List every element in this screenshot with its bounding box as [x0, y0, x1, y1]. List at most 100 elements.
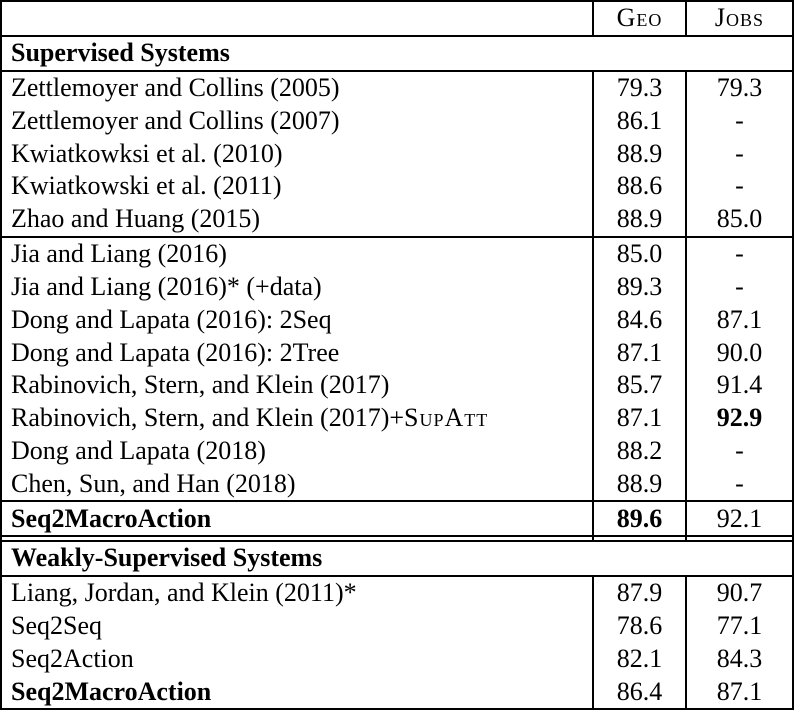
table-group: Zettlemoyer and Collins (2005) 79.3 79.3… — [2, 71, 792, 238]
section-header-weakly-supervised: Weakly-Supervised Systems — [2, 542, 792, 577]
table-group: Jia and Liang (2016) 85.0 - Jia and Lian… — [2, 237, 792, 503]
table-row: Kwiatkowski et al. (2011) 88.6 - — [2, 170, 792, 203]
table-row: Seq2Action 82.1 84.3 — [2, 642, 792, 676]
table-row: Rabinovich, Stern, and Klein (2017)+ SupA… — [2, 401, 792, 435]
system-name-cell: Seq2Seq — [2, 610, 592, 643]
section-header-supervised: Supervised Systems — [2, 37, 792, 72]
jobs-value-cell: - — [685, 434, 792, 468]
divider-segment — [685, 536, 792, 540]
system-name: Seq2Seq — [11, 610, 102, 640]
jobs-value-cell: 92.1 — [685, 502, 792, 535]
system-name: Jia and Liang (2016)* (+data) — [11, 271, 322, 301]
system-name-smallcaps-suffix: SupAtt — [404, 403, 489, 433]
table-row: Chen, Sun, and Han (2018) 88.9 - — [2, 467, 792, 501]
geo-value-cell: 89.3 — [592, 270, 685, 304]
system-name-cell: Dong and Lapata (2016): 2Seq — [2, 303, 592, 336]
geo-value-cell: 88.9 — [592, 467, 685, 501]
table-group: Liang, Jordan, and Klein (2011)* 87.9 90… — [2, 576, 792, 709]
system-name: Kwiatkowksi et al. (2010) — [11, 138, 283, 168]
jobs-value-cell: 90.0 — [685, 336, 792, 369]
system-name-cell: Zettlemoyer and Collins (2005) — [2, 72, 592, 105]
geo-value-cell: 79.3 — [592, 71, 685, 105]
table-row: Rabinovich, Stern, and Klein (2017) 85.7… — [2, 368, 792, 402]
jobs-column-header: Jobs — [685, 2, 792, 35]
geo-value-cell: 88.9 — [592, 202, 685, 236]
table-row: Zettlemoyer and Collins (2007) 86.1 - — [2, 104, 792, 138]
system-name-cell: Rabinovich, Stern, and Klein (2017)+ SupA… — [2, 402, 592, 435]
geo-value-cell: 82.1 — [592, 642, 685, 676]
geo-value-cell: 86.4 — [592, 675, 685, 709]
geo-value-cell: 88.6 — [592, 170, 685, 203]
table-row: Seq2MacroAction 86.4 87.1 — [2, 675, 792, 709]
system-name: Seq2MacroAction — [11, 503, 212, 533]
table-row: Zhao and Huang (2015) 88.9 85.0 — [2, 202, 792, 236]
system-name-cell: Kwiatkowski et al. (2011) — [2, 170, 592, 203]
jobs-value-cell: 79.3 — [685, 71, 792, 105]
system-name: Zettlemoyer and Collins (2007) — [11, 105, 340, 135]
system-name: Chen, Sun, and Han (2018) — [11, 468, 296, 498]
system-name-cell: Zhao and Huang (2015) — [2, 203, 592, 236]
system-name: Jia and Liang (2016) — [11, 239, 227, 269]
table-row: Dong and Lapata (2016): 2Seq 84.6 87.1 — [2, 303, 792, 337]
divider-segment — [592, 536, 685, 540]
geo-value-cell: 85.7 — [592, 368, 685, 402]
system-name-cell: Chen, Sun, and Han (2018) — [2, 467, 592, 500]
system-name: Seq2Action — [11, 643, 134, 673]
system-name: Dong and Lapata (2016): 2Seq — [11, 304, 332, 334]
system-name-cell: Seq2MacroAction — [2, 502, 592, 535]
geo-column-header: Geo — [592, 2, 685, 35]
system-name-cell: Rabinovich, Stern, and Klein (2017) — [2, 369, 592, 402]
jobs-value-cell: 87.1 — [685, 303, 792, 337]
table-row: Seq2MacroAction 89.6 92.1 — [2, 502, 792, 535]
jobs-value-cell: 85.0 — [685, 202, 792, 236]
geo-value-cell: 87.1 — [592, 401, 685, 435]
section-divider-double-rule — [2, 534, 792, 542]
jobs-value-cell: - — [685, 270, 792, 304]
table-row: Zettlemoyer and Collins (2005) 79.3 79.3 — [2, 71, 792, 105]
system-name-cell: Jia and Liang (2016) — [2, 238, 592, 271]
jobs-value-cell: - — [685, 170, 792, 203]
table-row: Dong and Lapata (2018) 88.2 - — [2, 434, 792, 468]
system-name: Zhao and Huang (2015) — [11, 204, 261, 234]
system-name-cell: Jia and Liang (2016)* (+data) — [2, 270, 592, 303]
table-group: Seq2MacroAction 89.6 92.1 — [2, 502, 792, 535]
geo-value-cell: 89.6 — [592, 502, 685, 535]
jobs-value-cell: - — [685, 237, 792, 271]
system-name: Seq2MacroAction — [11, 676, 212, 706]
system-name-cell: Seq2MacroAction — [2, 675, 592, 708]
geo-value-cell: 85.0 — [592, 237, 685, 271]
table-row: Jia and Liang (2016)* (+data) 89.3 - — [2, 270, 792, 304]
empty-header-cell — [2, 2, 592, 35]
system-name: Zettlemoyer and Collins (2005) — [11, 73, 340, 103]
geo-value-cell: 84.6 — [592, 303, 685, 337]
table-row: Jia and Liang (2016) 85.0 - — [2, 237, 792, 271]
system-name: Liang, Jordan, and Klein (2011)* — [11, 578, 357, 608]
geo-value-cell: 86.1 — [592, 104, 685, 138]
jobs-value-cell: 87.1 — [685, 675, 792, 709]
system-name-cell: Zettlemoyer and Collins (2007) — [2, 104, 592, 137]
system-name-cell: Liang, Jordan, and Klein (2011)* — [2, 577, 592, 610]
system-name: Dong and Lapata (2016): 2Tree — [11, 337, 340, 367]
jobs-value-cell: - — [685, 137, 792, 171]
divider-segment — [2, 537, 592, 540]
jobs-value-cell: - — [685, 467, 792, 501]
jobs-value-cell: 91.4 — [685, 368, 792, 402]
jobs-value-cell: 92.9 — [685, 401, 792, 435]
jobs-value-cell: 77.1 — [685, 609, 792, 643]
system-name: Dong and Lapata (2018) — [11, 435, 266, 465]
table-row: Kwiatkowksi et al. (2010) 88.9 - — [2, 137, 792, 171]
jobs-value-cell: 84.3 — [685, 642, 792, 676]
system-name: Kwiatkowski et al. (2011) — [11, 171, 282, 201]
system-name-cell: Dong and Lapata (2018) — [2, 435, 592, 468]
geo-value-cell: 87.9 — [592, 576, 685, 610]
system-name-cell: Kwiatkowksi et al. (2010) — [2, 137, 592, 170]
table-row: Seq2Seq 78.6 77.1 — [2, 609, 792, 643]
system-name-cell: Seq2Action — [2, 642, 592, 675]
geo-value-cell: 78.6 — [592, 609, 685, 643]
jobs-value-cell: 90.7 — [685, 576, 792, 610]
geo-value-cell: 88.2 — [592, 434, 685, 468]
jobs-value-cell: - — [685, 104, 792, 138]
table-row: Dong and Lapata (2016): 2Tree 87.1 90.0 — [2, 336, 792, 369]
geo-value-cell: 87.1 — [592, 336, 685, 369]
